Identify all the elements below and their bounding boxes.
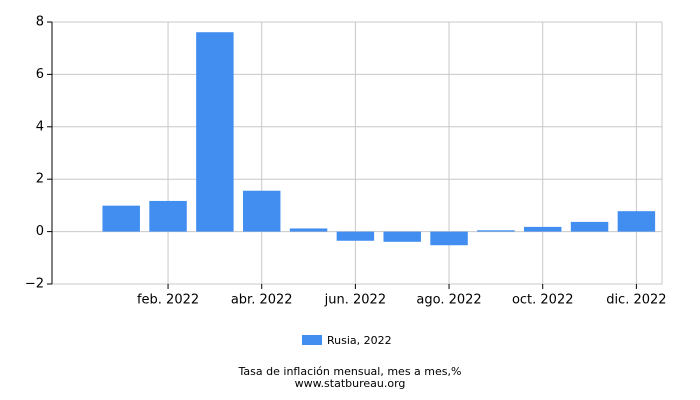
chart-subtitle: Tasa de inflación mensual, mes a mes,% [238,365,462,378]
x-tick-label: jun. 2022 [324,293,386,308]
y-tick-label: 4 [36,119,44,134]
x-tick-label: feb. 2022 [137,293,199,308]
y-tick-label: −2 [25,277,44,292]
y-tick-label: 6 [36,67,44,82]
y-tick-label: 8 [36,15,44,30]
bar [336,231,375,241]
x-tick-label: abr. 2022 [231,293,293,308]
bar [523,226,562,232]
bar [617,211,656,232]
bar [570,221,609,232]
x-tick-label: ago. 2022 [416,293,481,308]
x-tick-label: oct. 2022 [512,293,574,308]
y-tick-label: 0 [36,224,44,239]
bar [149,200,187,232]
legend-label: Rusia, 2022 [327,334,392,347]
bar [477,230,515,232]
bar [383,231,421,242]
legend-swatch [302,335,322,345]
plot-frame [51,21,663,285]
y-tick-label: 2 [36,172,44,187]
source: www.statbureau.org [295,377,406,390]
bar [242,190,281,232]
bar [430,231,468,246]
bar [289,228,328,232]
bar [196,32,234,232]
x-tick-label: dic. 2022 [606,293,666,308]
bar [102,205,140,232]
